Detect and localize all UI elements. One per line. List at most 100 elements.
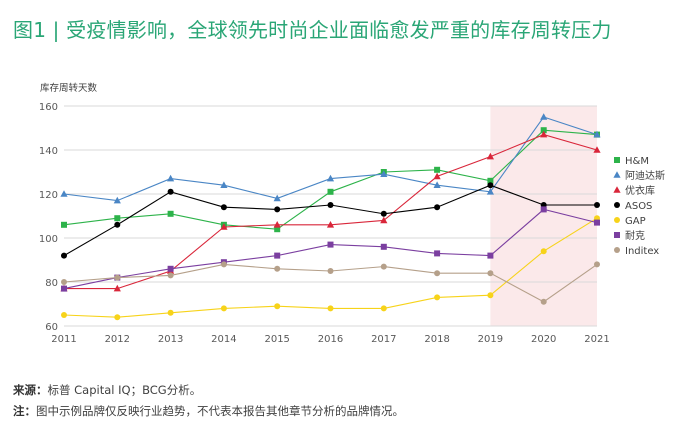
data-point	[167, 188, 174, 195]
data-point	[114, 274, 121, 281]
data-point	[540, 113, 548, 120]
data-point	[540, 248, 547, 255]
data-point	[486, 152, 494, 160]
data-point	[380, 210, 387, 217]
data-point	[327, 202, 334, 208]
data-point	[326, 174, 335, 182]
x-tick-label: 2011	[51, 334, 76, 345]
legend-marker	[613, 171, 621, 178]
legend-marker	[614, 217, 620, 223]
data-point	[487, 270, 494, 277]
data-point	[274, 226, 281, 233]
legend-marker	[613, 186, 621, 193]
data-point	[540, 298, 547, 305]
data-point	[487, 177, 494, 184]
data-point	[61, 221, 67, 228]
series-1	[60, 113, 601, 204]
legend-label: GAP	[625, 216, 646, 227]
x-tick-label: 2020	[531, 334, 556, 345]
data-point	[273, 221, 281, 228]
data-point	[540, 127, 547, 134]
data-point	[274, 265, 281, 272]
highlight-band	[490, 106, 597, 326]
x-tick-label: 2015	[264, 334, 289, 345]
note-text: 图中示例品牌仅反映行业趋势，不代表本报告其他章节分析的品牌情况。	[36, 404, 404, 418]
data-point	[61, 252, 67, 259]
legend-label: ASOS	[625, 201, 652, 212]
data-point	[380, 243, 387, 250]
data-point	[60, 190, 68, 197]
data-point	[114, 215, 121, 222]
source-note: 来源：标普 Capital IQ；BCG分析。	[13, 382, 201, 398]
data-point	[327, 305, 334, 312]
note-label: 注：	[13, 404, 36, 418]
legend-marker	[614, 157, 620, 163]
y-tick-label: 140	[39, 146, 58, 157]
x-tick-label: 2017	[371, 334, 396, 345]
data-point	[594, 261, 600, 268]
data-point	[274, 303, 281, 310]
data-point	[487, 252, 494, 259]
data-point	[593, 146, 601, 153]
data-point	[167, 309, 174, 316]
data-point	[273, 194, 281, 202]
legend-label: 耐克	[625, 229, 645, 242]
x-tick-label: 2018	[424, 334, 449, 345]
data-point	[327, 241, 334, 248]
data-point	[380, 170, 388, 177]
data-point	[61, 279, 67, 285]
data-point	[167, 272, 174, 279]
data-point	[274, 252, 281, 259]
data-point	[434, 204, 441, 211]
data-point	[113, 284, 121, 292]
data-point	[380, 263, 387, 270]
data-point	[434, 250, 441, 257]
data-point	[274, 206, 281, 213]
data-point	[327, 188, 334, 195]
legend-label: H&M	[625, 156, 649, 167]
y-tick-label: 120	[39, 190, 58, 201]
data-point	[380, 216, 388, 224]
data-point	[487, 182, 494, 189]
y-tick-label: 60	[45, 322, 58, 333]
x-tick-label: 2012	[105, 334, 130, 345]
y-tick-label: 160	[39, 102, 58, 113]
data-point	[167, 174, 175, 182]
series-6	[61, 261, 600, 305]
data-point	[114, 221, 121, 228]
data-point	[594, 202, 600, 208]
data-point	[220, 204, 227, 211]
legend-marker	[614, 232, 620, 238]
legend-marker	[614, 202, 620, 208]
data-point	[220, 305, 227, 312]
y-axis-label: 库存周转天数	[40, 82, 98, 94]
legend-label: Inditex	[625, 246, 659, 257]
data-point	[220, 261, 227, 268]
source-text: 标普 Capital IQ；BCG分析。	[47, 383, 202, 397]
data-point	[487, 292, 494, 299]
data-point	[594, 219, 600, 226]
data-point	[434, 294, 441, 301]
legend-label: 优衣库	[625, 184, 655, 197]
x-tick-label: 2019	[478, 334, 503, 345]
source-label: 来源：	[13, 383, 48, 397]
data-point	[167, 210, 174, 217]
data-point	[380, 305, 387, 312]
y-tick-label: 80	[45, 278, 58, 289]
x-tick-label: 2016	[318, 334, 343, 345]
data-point	[593, 130, 601, 138]
y-tick-label: 100	[39, 234, 58, 245]
data-point	[434, 270, 441, 277]
x-tick-label: 2014	[211, 334, 236, 345]
series-3	[61, 182, 600, 259]
x-tick-label: 2013	[158, 334, 183, 345]
data-point	[114, 314, 121, 321]
data-point	[486, 188, 494, 195]
series-4	[61, 215, 600, 321]
data-point	[433, 181, 441, 188]
data-point	[540, 130, 548, 138]
data-point	[220, 223, 228, 230]
data-point	[113, 196, 121, 204]
data-point	[61, 312, 67, 318]
